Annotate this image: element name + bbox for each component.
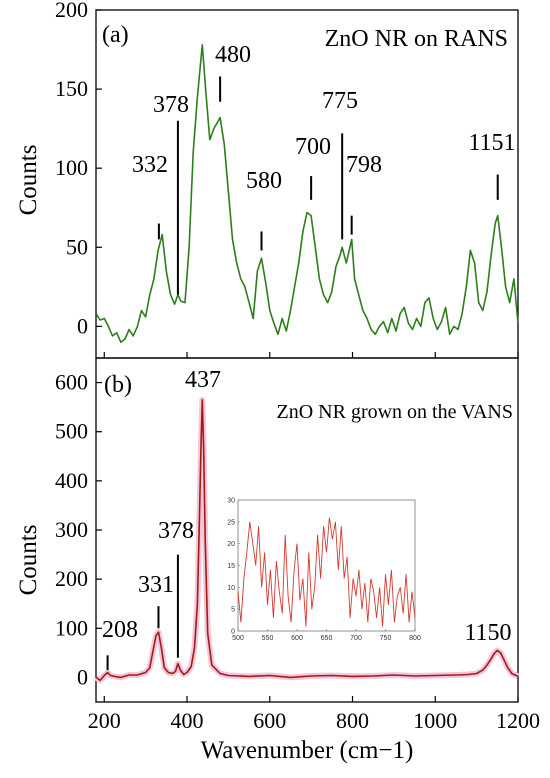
peak-label-1151: 1151 [468, 130, 515, 156]
inset-y-tick-label: 30 [227, 498, 235, 505]
y-tick-label: 200 [55, 0, 88, 22]
panel-a-title: ZnO NR on RANS [325, 26, 508, 52]
inset-y-tick-label: 10 [227, 585, 235, 592]
inset-x-tick-label: 650 [321, 635, 333, 642]
peak-label-700: 700 [295, 134, 331, 160]
peak-label-480: 480 [215, 42, 251, 68]
y-tick-label: 100 [55, 155, 88, 180]
y-tick-label: 600 [55, 370, 88, 395]
peak-label-331: 331 [138, 572, 174, 598]
panel-b-series [94, 396, 520, 684]
inset-y-tick-label: 25 [227, 519, 235, 526]
peak-label-1150: 1150 [464, 620, 511, 646]
panel-a-label: (a) [102, 22, 129, 48]
y-tick-label: 150 [55, 76, 88, 101]
inset-y-tick-label: 5 [231, 607, 235, 614]
x-tick-label: 400 [171, 708, 204, 733]
y-tick-label: 200 [55, 566, 88, 591]
y-tick-label: 50 [66, 234, 88, 259]
panel-b-label: (b) [104, 372, 132, 398]
inset-x-tick-label: 750 [380, 635, 392, 642]
peak-label-378: 378 [158, 518, 194, 544]
x-tick-label: 800 [336, 708, 369, 733]
inset-x-tick-label: 600 [291, 635, 303, 642]
panel-a-ticks: 0 50 100 150 200 [55, 0, 519, 358]
peak-label-798: 798 [346, 152, 382, 178]
inset-x-tick-label: 500 [232, 635, 244, 642]
panel-b-ylabel: Counts [15, 525, 42, 596]
series-line [95, 398, 519, 682]
inset-y-tick-label: 15 [227, 563, 235, 570]
x-tick-label: 1000 [413, 708, 457, 733]
y-tick-label: 400 [55, 468, 88, 493]
x-tick-label: 200 [88, 708, 121, 733]
panel-a-frame [95, 9, 519, 359]
panel-b-peak-markers [106, 554, 179, 671]
panel-a-ylabel: Counts [15, 145, 42, 216]
y-tick-label: 100 [55, 615, 88, 640]
x-tick-label: 600 [253, 708, 286, 733]
x-axis-title: Wavenumber (cm−1) [201, 737, 414, 764]
series-line [95, 43, 519, 344]
panel-a-series [95, 43, 519, 344]
panel-a-peak-markers [157, 76, 499, 295]
inset-plot: 500 550 600 650 700 750 800 0 5 10 15 20 25 30 [227, 498, 421, 643]
x-tick-label: 1200 [496, 708, 540, 733]
inset-series-line [237, 517, 416, 627]
y-tick-label: 300 [55, 517, 88, 542]
inset-y-tick-label: 20 [227, 541, 235, 548]
inset-frame [237, 499, 416, 632]
peak-label-332: 332 [132, 152, 168, 178]
inset-series [237, 517, 416, 627]
inset-x-tick-label: 550 [262, 635, 274, 642]
y-tick-label: 500 [55, 419, 88, 444]
inset-x-tick-label: 800 [409, 635, 421, 642]
inset-x-tick-label: 700 [350, 635, 362, 642]
panel-a: 0 50 100 150 200 (a) ZnO NR on RANS Counts 3… [15, 0, 519, 358]
peak-label-378: 378 [153, 92, 189, 118]
inset-y-tick-label: 0 [231, 629, 235, 636]
peak-label-208: 208 [102, 617, 138, 643]
peak-label-437: 437 [185, 367, 221, 393]
y-tick-label: 0 [77, 313, 88, 338]
peak-label-775: 775 [322, 88, 358, 114]
inset-ticks: 500 550 600 650 700 750 800 0 5 10 15 20 25 30 [227, 498, 421, 643]
panel-b-title: ZnO NR grown on the VANS [277, 401, 514, 423]
peak-label-580: 580 [246, 168, 282, 194]
y-tick-label: 0 [77, 664, 88, 689]
